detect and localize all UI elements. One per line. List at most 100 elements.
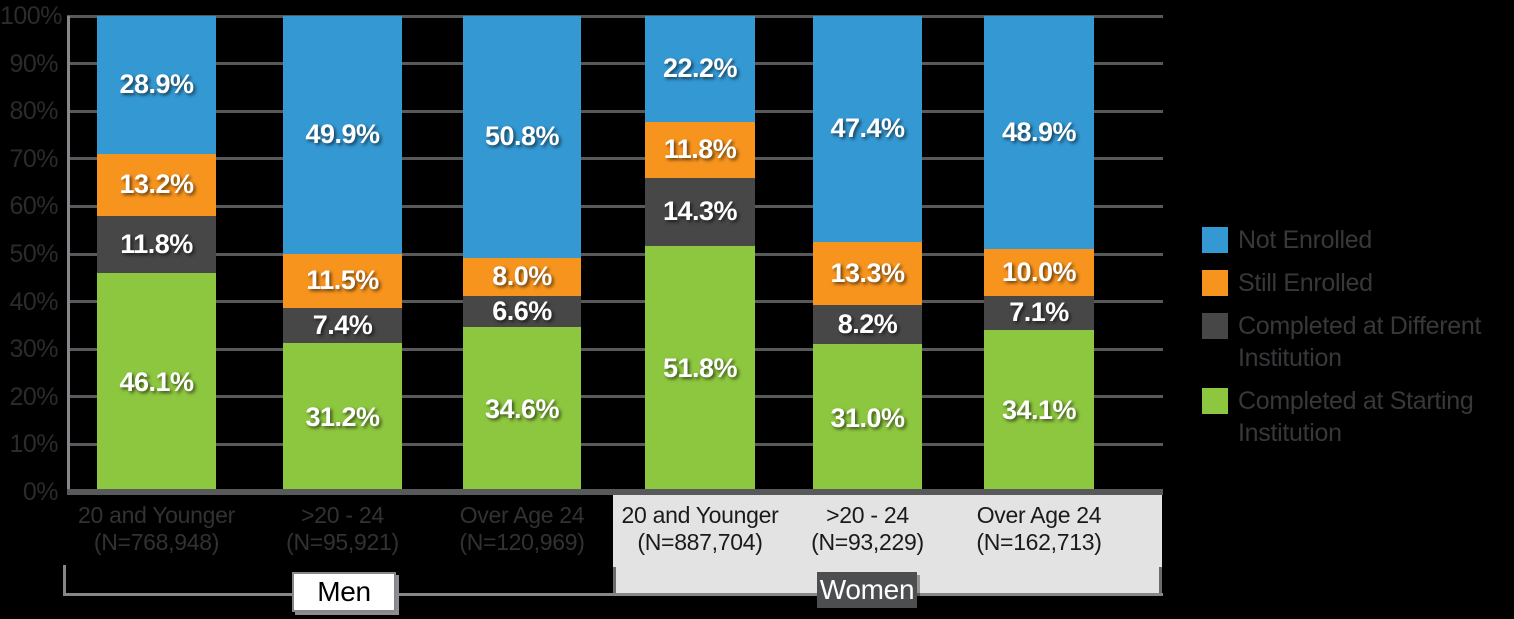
gridline [67,300,1163,304]
segment-value-label: 6.6% [492,296,552,327]
segment-value-label: 34.6% [484,394,560,425]
legend-item-completed-at-different-institution: Completed at Different Institution [1202,310,1514,374]
segment-value-label: 8.0% [492,261,552,292]
segment-value-label: 13.2% [119,169,194,200]
y-axis-tick-label: 20% [9,382,58,411]
women-group-label: Women [817,572,917,608]
segment-value-label: 31.2% [305,402,380,433]
segment-value-label: 7.1% [1009,297,1069,328]
bar-segment-completed-at-different-institution: 7.1% [984,296,1094,330]
segment-value-label: 34.1% [1001,395,1077,426]
bar-segment-completed-at-starting-institution: 46.1% [97,272,216,492]
gridline [67,14,1163,18]
gridline [67,395,1163,399]
segment-value-label: 49.9% [305,119,380,150]
category-sample-size: (N=887,704) [637,529,763,555]
category-name: Over Age 24 [459,502,585,528]
y-axis-tick-label: 30% [9,335,58,364]
bar-segment-still-enrolled: 13.2% [97,153,216,217]
category-name: >20 - 24 [301,502,384,528]
bar-men-20-and-younger: 28.9% 13.2% 11.8% 46.1% [97,16,216,492]
x-axis-category-label: Over Age 24 (N=162,713) [919,502,1159,556]
bar-segment-completed-at-starting-institution: 31.0% [813,344,922,492]
category-sample-size: (N=120,969) [459,529,585,555]
category-name: 20 and Younger [621,502,779,528]
y-axis-tick-label: 40% [9,287,58,316]
segment-value-label: 8.2% [837,309,898,340]
x-axis-category-label: 20 and Younger (N=768,948) [37,502,277,556]
bar-segment-completed-at-different-institution: 6.6% [463,295,581,328]
bar-segment-completed-at-different-institution: 8.2% [813,305,922,345]
x-axis-category-label: 20 and Younger (N=887,704) [580,502,820,556]
y-axis-tick-label: 100% [0,2,62,30]
segment-value-label: 46.1% [119,366,194,397]
category-sample-size: (N=93,229) [811,529,924,555]
segment-value-label: 31.0% [830,402,905,433]
x-axis-baseline [67,489,1163,495]
women-bracket-left-tick [613,567,616,593]
legend-item-completed-at-starting-institution: Completed at Starting Institution [1202,385,1514,449]
bar-segment-still-enrolled: 13.3% [813,241,922,306]
segment-value-label: 13.3% [830,258,905,289]
segment-value-label: 7.4% [312,310,373,341]
y-axis-tick-label: 70% [9,144,58,173]
bar-segment-completed-at-starting-institution: 34.1% [984,329,1094,492]
legend: Not Enrolled Still Enrolled Completed at D… [1202,224,1514,449]
bar-women-20-24: 47.4% 13.3% 8.2% 31.0% [813,16,922,492]
y-axis-tick-label: 10% [9,430,58,459]
y-axis-tick-label: 60% [9,192,58,221]
legend-swatch-still-enrolled [1202,270,1228,296]
bar-segment-not-enrolled: 48.9% [984,16,1094,249]
bar-segment-completed-at-starting-institution: 51.8% [645,245,755,492]
men-bracket-left-tick [63,565,66,596]
segment-value-label: 47.4% [830,113,905,144]
bar-segment-not-enrolled: 28.9% [97,16,216,154]
bar-segment-completed-at-different-institution: 7.4% [283,308,402,344]
bar-segment-completed-at-different-institution: 14.3% [645,177,755,246]
bar-segment-completed-at-starting-institution: 34.6% [463,327,581,493]
category-name: >20 - 24 [826,502,909,528]
legend-swatch-completed-at-different-institution [1202,313,1228,339]
segment-value-label: 50.8% [484,121,560,152]
legend-item-still-enrolled: Still Enrolled [1202,267,1514,299]
x-axis-category-label: >20 - 24 (N=93,229) [748,502,988,556]
segment-value-label: 14.3% [662,196,738,227]
legend-label: Completed at Different Institution [1238,312,1482,372]
legend-swatch-completed-at-starting-institution [1202,388,1228,414]
segment-value-label: 11.8% [120,228,193,259]
plot-area: 28.9% 13.2% 11.8% 46.1% 49.9% 11.5% 7.4% 31.2% 5… [67,14,1163,493]
legend-label: Not Enrolled [1238,226,1372,254]
x-axis-category-label: Over Age 24 (N=120,969) [402,502,642,556]
bar-segment-still-enrolled: 10.0% [984,248,1094,297]
legend-swatch-not-enrolled [1202,227,1228,253]
y-axis-line [67,16,70,495]
bar-men-over-age-24: 50.8% 8.0% 6.6% 34.6% [463,16,581,493]
bar-segment-still-enrolled: 8.0% [463,257,581,296]
segment-value-label: 48.9% [1001,116,1077,147]
category-sample-size: (N=768,948) [93,529,220,555]
x-axis-category-label: >20 - 24 (N=95,921) [223,502,463,556]
legend-label: Completed at Starting Institution [1238,387,1474,447]
legend-item-not-enrolled: Not Enrolled [1202,224,1514,256]
bar-women-over-age-24: 48.9% 10.0% 7.1% 34.1% [984,16,1094,492]
bar-segment-completed-at-starting-institution: 31.2% [283,343,402,492]
category-sample-size: (N=162,713) [976,529,1102,555]
y-axis-tick-label: 50% [9,240,58,268]
bar-men-20-24: 49.9% 11.5% 7.4% 31.2% [283,16,402,492]
segment-value-label: 51.8% [662,353,738,384]
women-bracket-right-tick [1159,567,1162,593]
y-axis-tick-label: 80% [9,97,58,126]
bar-segment-still-enrolled: 11.5% [283,253,402,309]
segment-value-label: 10.0% [1001,256,1077,287]
gridline [67,109,1163,113]
gridline [67,157,1163,161]
gridline [67,252,1163,256]
category-name: 20 and Younger [78,502,235,528]
legend-label: Still Enrolled [1238,269,1373,297]
gridline [67,62,1163,66]
category-name: Over Age 24 [976,502,1102,528]
bar-segment-still-enrolled: 11.8% [645,121,755,178]
segment-value-label: 11.5% [306,265,379,296]
bar-segment-not-enrolled: 49.9% [283,16,402,254]
